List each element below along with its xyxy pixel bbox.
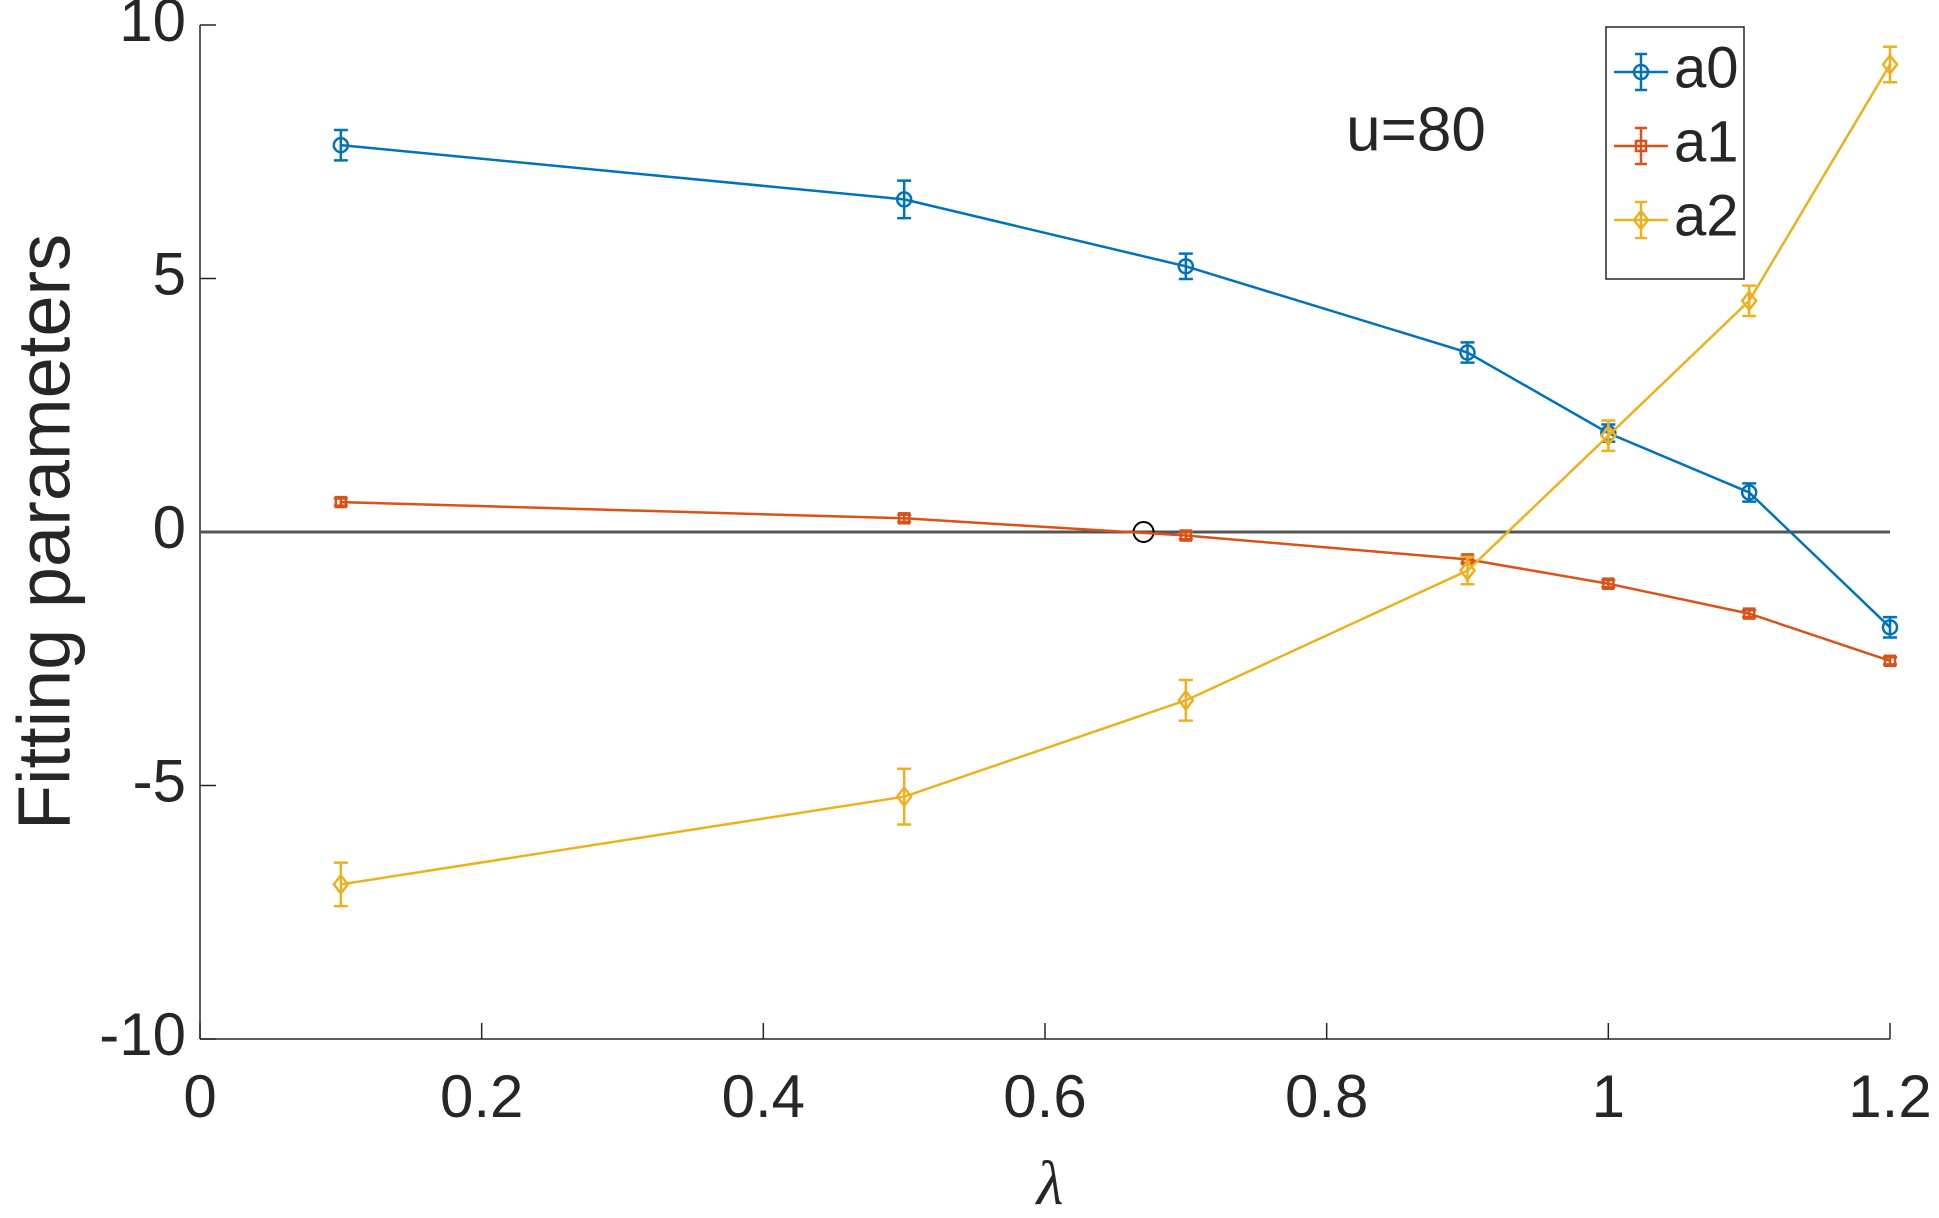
data-point — [1177, 689, 1195, 712]
legend-box — [1605, 26, 1745, 280]
data-point — [1177, 258, 1195, 275]
data-point — [332, 136, 350, 154]
error-bar — [1178, 678, 1193, 722]
legend-label: a2 — [1674, 183, 1739, 248]
x-tick-label: 0 — [183, 1063, 216, 1130]
y-tick-label: 5 — [153, 240, 186, 307]
x-tick-label: 0.6 — [1003, 1063, 1086, 1130]
x-axis-label: λ — [1035, 1150, 1064, 1218]
data-point — [1458, 559, 1477, 582]
data-point — [1881, 53, 1899, 76]
legend-marker — [1632, 208, 1650, 232]
error-bar — [1883, 45, 1897, 84]
x-tick-label: 1.2 — [1848, 1063, 1931, 1130]
error-bar — [333, 128, 348, 162]
y-tick-label: 10 — [119, 0, 186, 54]
data-point — [1459, 344, 1476, 361]
legend-marker — [1632, 63, 1650, 81]
legend-label: a0 — [1674, 35, 1739, 100]
data-point — [895, 785, 913, 808]
data-point — [1740, 484, 1758, 501]
x-tick-label: 0.8 — [1285, 1063, 1368, 1130]
y-tick-label: -10 — [99, 1001, 186, 1068]
series-line — [340, 500, 1891, 662]
data-point — [1881, 619, 1899, 636]
legend-errorbar — [1635, 52, 1647, 92]
data-point — [332, 873, 350, 896]
x-tick-label: 0.4 — [722, 1063, 805, 1130]
error-bar — [1178, 252, 1193, 281]
data-point — [897, 512, 911, 525]
x-tick-label: 1 — [1592, 1063, 1625, 1130]
error-bar — [333, 861, 348, 908]
data-point — [1883, 654, 1897, 668]
legend-label: a1 — [1674, 109, 1739, 174]
data-point — [1602, 577, 1615, 590]
legend-marker — [1634, 139, 1648, 153]
error-bar — [897, 767, 912, 826]
data-point — [895, 191, 913, 208]
y-tick-label: -5 — [133, 747, 186, 814]
annotation: u=80 — [1346, 95, 1486, 164]
data-point — [1742, 607, 1756, 620]
data-point — [1740, 289, 1758, 312]
data-point — [1179, 529, 1193, 542]
legend-errorbar — [1635, 200, 1647, 240]
error-bar — [897, 179, 912, 220]
x-tick-label: 0.2 — [440, 1063, 523, 1130]
y-axis-label: Fitting parameters — [3, 234, 86, 830]
y-tick-label: 0 — [153, 494, 186, 561]
data-point — [334, 495, 348, 509]
legend-errorbar — [1635, 126, 1647, 166]
data-point — [1599, 424, 1617, 447]
